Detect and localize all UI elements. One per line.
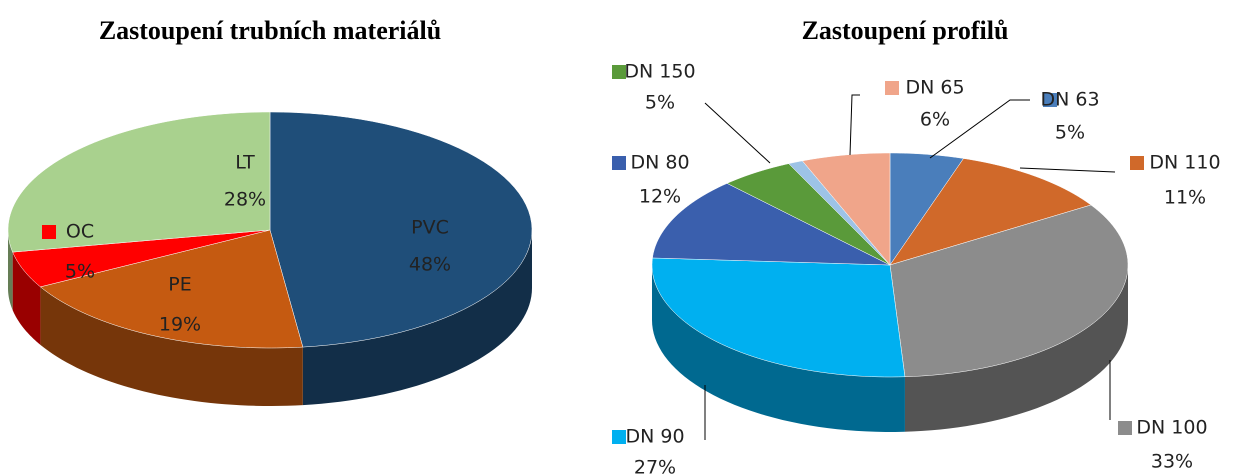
legend-swatch — [42, 225, 56, 239]
pie-slice — [788, 160, 891, 266]
pie-side — [904, 265, 1128, 432]
pie-slice — [651, 257, 906, 378]
legend-swatch — [612, 430, 626, 444]
legend-swatch — [140, 278, 154, 292]
pie-slice — [801, 152, 891, 266]
chart-title: Zastoupení profilů — [802, 16, 1009, 45]
legend-swatch — [612, 65, 626, 79]
slice-label: PVC — [411, 217, 449, 239]
leader-line — [704, 102, 771, 164]
chart-title: Zastoupení trubních materiálů — [99, 16, 441, 45]
slice-value: 5% — [645, 92, 675, 114]
slice-label: DN 80 — [630, 152, 689, 174]
slice-value: 27% — [634, 457, 676, 475]
legend-swatch — [612, 156, 626, 170]
legend-swatch — [1043, 93, 1057, 107]
slice-value: 11% — [1164, 187, 1206, 209]
pie-slice — [726, 163, 891, 266]
pie-side — [8, 230, 13, 311]
slice-label: DN 65 — [905, 77, 964, 99]
pie-slice — [889, 204, 1129, 378]
slice-label: LT — [235, 152, 255, 174]
slice-label: OC — [66, 221, 94, 243]
slice-label: DN 63 — [1040, 89, 1099, 111]
slice-value: 48% — [409, 254, 451, 276]
slice-value: 19% — [159, 314, 201, 336]
pie-side — [302, 230, 532, 406]
pie-slice — [889, 158, 1092, 266]
pie-slice — [7, 111, 271, 253]
slice-value: 12% — [639, 186, 681, 208]
slice-label: DN 90 — [625, 426, 684, 448]
slice-label: DN 100 — [1136, 417, 1207, 439]
pie-side — [40, 286, 303, 406]
slice-label: PE — [168, 274, 191, 296]
slice-label: DN 150 — [624, 61, 695, 83]
pie-slice — [889, 152, 964, 266]
slice-value: 33% — [1151, 451, 1193, 473]
pie-side — [652, 265, 905, 432]
legend-swatch — [182, 156, 196, 170]
slice-value: 28% — [224, 189, 266, 211]
pie-slice — [12, 229, 271, 288]
pie-side — [12, 252, 41, 345]
slice-label: DN 110 — [1149, 152, 1220, 174]
pie-slice — [39, 229, 304, 349]
leader-line — [849, 94, 860, 156]
legend-swatch — [1130, 156, 1144, 170]
legend-swatch — [885, 81, 899, 95]
leader-line — [929, 99, 1030, 159]
legend-swatch — [390, 221, 404, 235]
slice-value: 5% — [1055, 122, 1085, 144]
slice-value: 6% — [920, 109, 950, 131]
slice-value: 5% — [65, 261, 95, 283]
leader-line — [1019, 167, 1116, 173]
pie-slice — [652, 183, 891, 266]
legend-swatch — [1118, 421, 1132, 435]
